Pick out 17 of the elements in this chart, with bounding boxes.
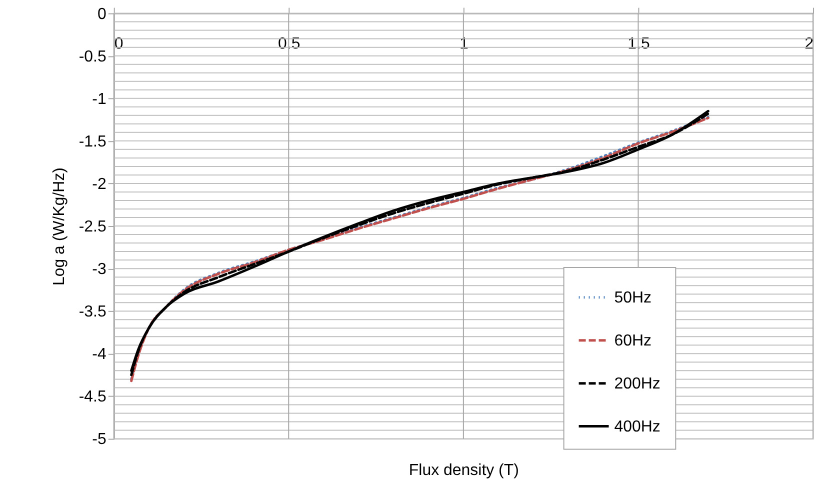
y-tick-label: -1 <box>92 90 106 108</box>
y-tick-label: -3.5 <box>78 304 106 321</box>
y-tick-label: -3 <box>92 261 106 278</box>
y-tick-label: 0 <box>97 6 106 23</box>
legend-label: 400Hz <box>614 418 660 436</box>
x-axis-title: Flux density (T) <box>408 462 519 479</box>
legend-label: 60Hz <box>614 332 652 350</box>
legend-label: 200Hz <box>614 375 660 392</box>
y-tick-label: -1.5 <box>78 133 106 150</box>
y-tick-label: -0.5 <box>78 48 106 66</box>
y-tick-label: -2 <box>92 176 106 193</box>
y-tick-label: -2.5 <box>78 218 106 236</box>
y-tick-label: -5 <box>92 431 106 448</box>
y-tick-label: -4.5 <box>78 388 106 406</box>
y-tick-label: -4 <box>92 346 106 364</box>
legend-label: 50Hz <box>614 289 652 306</box>
y-axis-title: Log a (W/Kg/Hz) <box>50 168 68 286</box>
